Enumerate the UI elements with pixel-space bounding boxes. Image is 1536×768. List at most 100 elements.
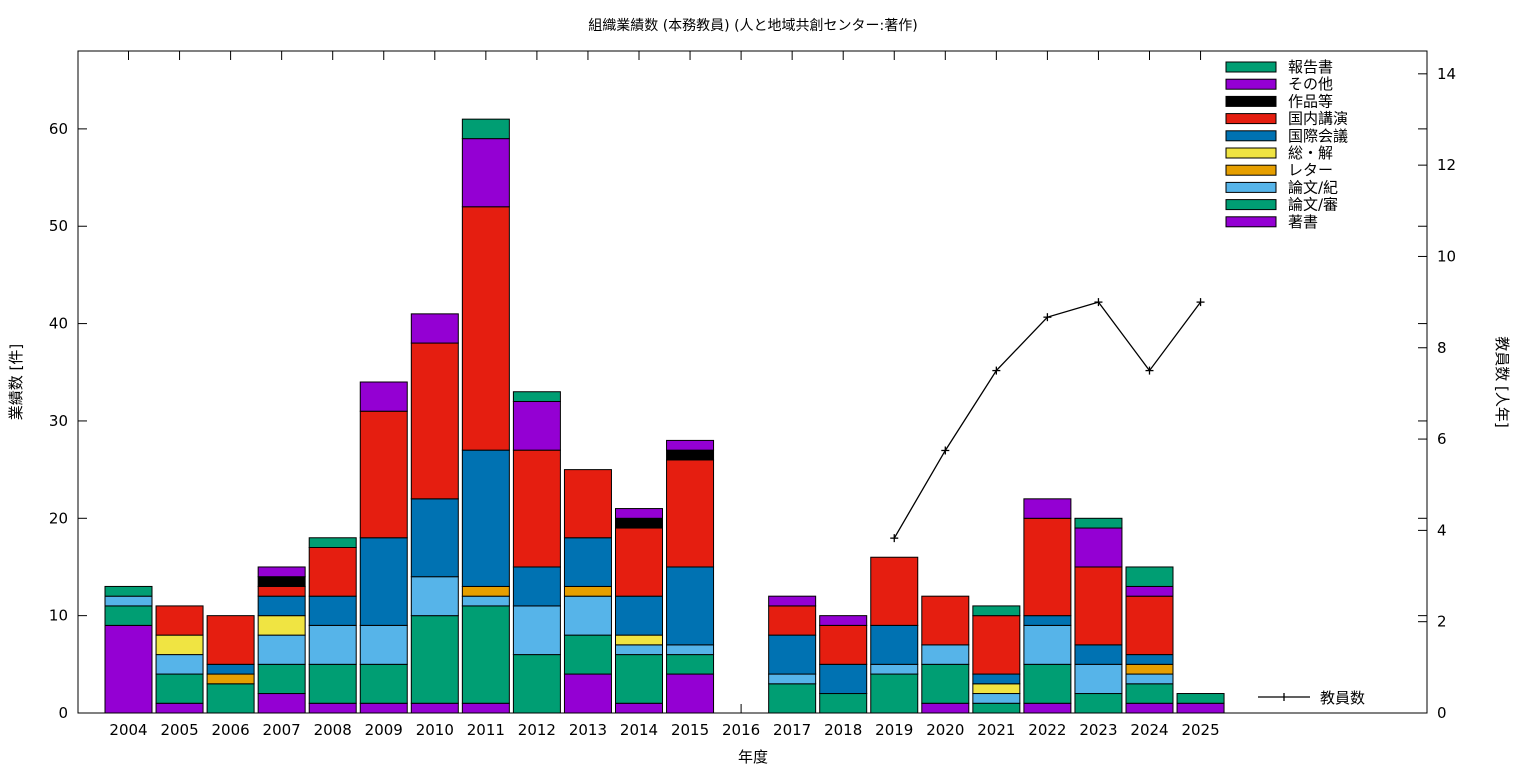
bar-segment <box>410 615 459 704</box>
bar-segment <box>1074 644 1123 665</box>
legend-item: 論文/紀 <box>1225 178 1338 196</box>
y-tick-label: 40 <box>49 315 68 333</box>
bar-segment <box>563 585 612 597</box>
legend-item: 国際会議 <box>1225 127 1348 145</box>
bar-segment <box>155 702 204 714</box>
bar-segment <box>1023 498 1072 519</box>
legend-label: 総・解 <box>1288 144 1333 162</box>
legend-item: 作品等 <box>1225 92 1333 110</box>
bar-segment <box>359 663 408 704</box>
bar-segment <box>359 410 408 539</box>
bar-segment <box>768 605 817 636</box>
bar-segment <box>768 673 817 685</box>
bar-segment <box>1074 527 1123 568</box>
bar-segment <box>155 673 204 704</box>
bar-segment <box>461 605 510 704</box>
bar-segment <box>359 702 408 714</box>
bar-segment <box>563 469 612 539</box>
x-tick-label: 2006 <box>212 721 250 739</box>
legend-label: その他 <box>1288 75 1333 93</box>
bar-segment <box>512 400 561 451</box>
y2-tick-label: 14 <box>1437 65 1456 83</box>
x-tick-label: 2017 <box>773 721 811 739</box>
y-tick-label: 50 <box>49 217 68 235</box>
y-tick-label: 60 <box>49 120 68 138</box>
y-tick-label: 0 <box>58 704 68 722</box>
bar-segment <box>563 634 612 675</box>
x-tick-label: 2020 <box>926 721 964 739</box>
bar-segment <box>308 663 357 704</box>
line-point <box>941 446 950 455</box>
bar-segment <box>819 663 868 695</box>
x-tick-label: 2022 <box>1028 721 1066 739</box>
bar-segment <box>563 537 612 587</box>
bar-segment <box>104 624 153 714</box>
bar-segment <box>1125 663 1174 675</box>
bar-segment <box>921 702 970 714</box>
bar-segment <box>1125 566 1174 587</box>
bar-segment <box>615 654 663 704</box>
x-tick-label: 2005 <box>160 721 198 739</box>
bar-segment <box>257 585 306 597</box>
bar-segment <box>1023 624 1072 665</box>
legend-item: 報告書 <box>1225 58 1333 76</box>
legend-item: 国内講演 <box>1225 110 1348 128</box>
x-tick-label: 2014 <box>620 721 658 739</box>
line-point <box>1043 313 1052 322</box>
bar-segment <box>768 634 817 675</box>
bar-segment <box>512 605 561 656</box>
y2-tick-label: 2 <box>1437 613 1447 631</box>
bar-segment <box>1074 566 1123 646</box>
bar-segment <box>1125 585 1174 597</box>
bar-segment <box>972 683 1021 695</box>
x-tick-label: 2021 <box>977 721 1015 739</box>
bar-segment <box>1023 663 1072 704</box>
legend-swatch <box>1225 181 1277 193</box>
bar-segment <box>819 615 868 626</box>
x-tick-label: 2010 <box>416 721 454 739</box>
bar-segment <box>308 624 357 665</box>
bar-segment <box>155 654 204 675</box>
bar-segment <box>512 654 561 714</box>
bar-segment <box>615 527 663 597</box>
bar-segment <box>308 547 357 597</box>
bar-segment <box>870 624 919 665</box>
bar-segment <box>563 595 612 636</box>
bar-segment <box>257 576 306 587</box>
bar-segment <box>1125 702 1174 714</box>
legend-item: 総・解 <box>1225 144 1333 162</box>
y-tick-label: 30 <box>49 412 68 430</box>
bar-segment <box>921 644 970 665</box>
line-point <box>1145 366 1154 375</box>
legend-swatch <box>1225 113 1277 125</box>
bar-segment <box>666 644 715 656</box>
x-tick-label: 2004 <box>109 721 147 739</box>
bar-segment <box>615 517 663 529</box>
bar-segment <box>257 634 306 665</box>
bar-segment <box>1023 615 1072 626</box>
bar-segment <box>768 683 817 714</box>
bar-segment <box>257 693 306 714</box>
bar-segment <box>257 595 306 617</box>
x-axis-ticks: 2004 2005 2006 2007 2008 2009 2010 2011 2012 2013… <box>109 51 1220 739</box>
bar-segment <box>155 634 204 656</box>
bar-segment <box>359 624 408 665</box>
x-tick-label: 2013 <box>569 721 607 739</box>
bar-segment <box>870 673 919 714</box>
bar-segment <box>257 615 306 636</box>
y2-tick-label: 0 <box>1437 704 1447 722</box>
bar-segment <box>870 556 919 626</box>
bar-segment <box>512 391 561 402</box>
y2-tick-label: 8 <box>1437 339 1447 357</box>
legend-line-label: 教員数 <box>1320 689 1365 707</box>
y-axis-label: 業績数 [件] <box>7 344 25 420</box>
bar-segment <box>819 624 868 665</box>
bar-segment <box>666 654 715 675</box>
bar-segment <box>972 615 1021 675</box>
bar-segment <box>461 206 510 451</box>
bar-segment <box>921 663 970 704</box>
x-tick-label: 2024 <box>1130 721 1168 739</box>
bar-segment <box>461 585 510 597</box>
bar-segment <box>615 644 663 656</box>
legend-swatch <box>1225 199 1277 211</box>
